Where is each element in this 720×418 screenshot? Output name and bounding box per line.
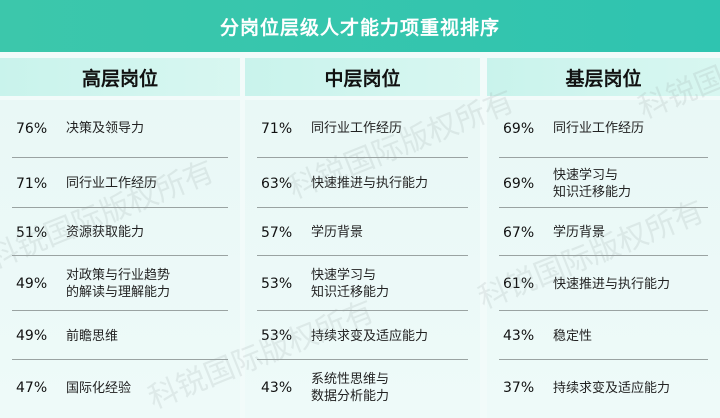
ability-label: 快速推进与执行能力 (553, 276, 671, 292)
ability-label: 对政策与行业趋势 的解读与理解能力 (66, 268, 171, 300)
percent-value: 71% (16, 175, 48, 192)
percent-value: 47% (16, 380, 48, 396)
table-row: 53% 持续求变及适应能力 (257, 313, 468, 360)
percent-value: 37% (503, 380, 535, 396)
column-body: 71% 同行业工作经历 63% 快速推进与执行能力 57% 学历背景 53% 快速学习与 知识… (245, 100, 480, 418)
table-row: 69% 快速学习与 知识迁移能力 (499, 160, 708, 208)
column-body: 76% 决策及领导力 71% 同行业工作经历 51% 资源获取能力 49% 对政策与行业趋势 … (0, 100, 240, 418)
table-row: 43% 系统性思维与 数据分析能力 (257, 362, 468, 414)
percent-value: 67% (503, 224, 535, 241)
percent-value: 43% (261, 380, 293, 396)
column-1: 中层岗位 71% 同行业工作经历 63% 快速推进与执行能力 57% 学历背景 53% 快速学习… (245, 58, 480, 418)
percent-value: 53% (261, 328, 293, 344)
percent-value: 51% (16, 224, 48, 241)
table-row: 49% 对政策与行业趋势 的解读与理解能力 (12, 258, 228, 311)
ability-label: 持续求变及适应能力 (553, 380, 671, 396)
column-header: 高层岗位 (0, 58, 240, 96)
column-header: 基层岗位 (487, 58, 720, 96)
percent-value: 49% (16, 276, 48, 292)
ability-label: 决策及领导力 (66, 121, 145, 136)
column-body: 69% 同行业工作经历 69% 快速学习与 知识迁移能力 67% 学历背景 61% 快速推进与… (487, 100, 720, 418)
ability-label: 同行业工作经历 (311, 121, 403, 136)
percent-value: 57% (261, 224, 293, 241)
ability-label: 持续求变及适应能力 (311, 328, 429, 344)
ability-label: 快速推进与执行能力 (311, 176, 429, 191)
table-row: 37% 持续求变及适应能力 (499, 362, 708, 414)
percent-value: 43% (503, 328, 535, 344)
percent-value: 69% (503, 175, 535, 192)
table-row: 51% 资源获取能力 (12, 210, 228, 256)
percent-value: 71% (261, 120, 293, 137)
table-row: 47% 国际化经验 (12, 362, 228, 414)
table-row: 61% 快速推进与执行能力 (499, 258, 708, 311)
table-row: 76% 决策及领导力 (12, 100, 228, 158)
percent-value: 53% (261, 276, 293, 292)
percent-value: 63% (261, 175, 293, 192)
table-row: 49% 前瞻思维 (12, 313, 228, 360)
column-2: 基层岗位 69% 同行业工作经历 69% 快速学习与 知识迁移能力 67% 学历背景 61% 快… (487, 58, 720, 418)
table-row: 57% 学历背景 (257, 210, 468, 256)
column-header: 中层岗位 (245, 58, 480, 96)
percent-value: 49% (16, 328, 48, 344)
table-row: 43% 稳定性 (499, 313, 708, 360)
percent-value: 61% (503, 276, 535, 292)
percent-value: 69% (503, 120, 535, 137)
ability-label: 稳定性 (553, 328, 593, 344)
ability-label: 前瞻思维 (66, 328, 119, 344)
ability-label: 快速学习与 知识迁移能力 (311, 268, 390, 300)
ability-label: 学历背景 (553, 225, 606, 240)
table-row: 67% 学历背景 (499, 210, 708, 256)
table-row: 63% 快速推进与执行能力 (257, 160, 468, 208)
table-row: 53% 快速学习与 知识迁移能力 (257, 258, 468, 311)
ability-label: 学历背景 (311, 225, 364, 240)
page-title: 分岗位层级人才能力项重视排序 (0, 0, 720, 52)
table-row: 69% 同行业工作经历 (499, 100, 708, 158)
ability-label: 系统性思维与 数据分析能力 (311, 372, 390, 404)
percent-value: 76% (16, 120, 48, 137)
table-row: 71% 同行业工作经历 (257, 100, 468, 158)
ability-label: 资源获取能力 (66, 225, 145, 240)
ability-label: 同行业工作经历 (553, 121, 645, 136)
column-0: 高层岗位 76% 决策及领导力 71% 同行业工作经历 51% 资源获取能力 49% 对政策与行… (0, 58, 240, 418)
table-row: 71% 同行业工作经历 (12, 160, 228, 208)
ability-label: 同行业工作经历 (66, 176, 158, 191)
ability-label: 国际化经验 (66, 380, 132, 396)
ability-label: 快速学习与 知识迁移能力 (553, 167, 632, 200)
